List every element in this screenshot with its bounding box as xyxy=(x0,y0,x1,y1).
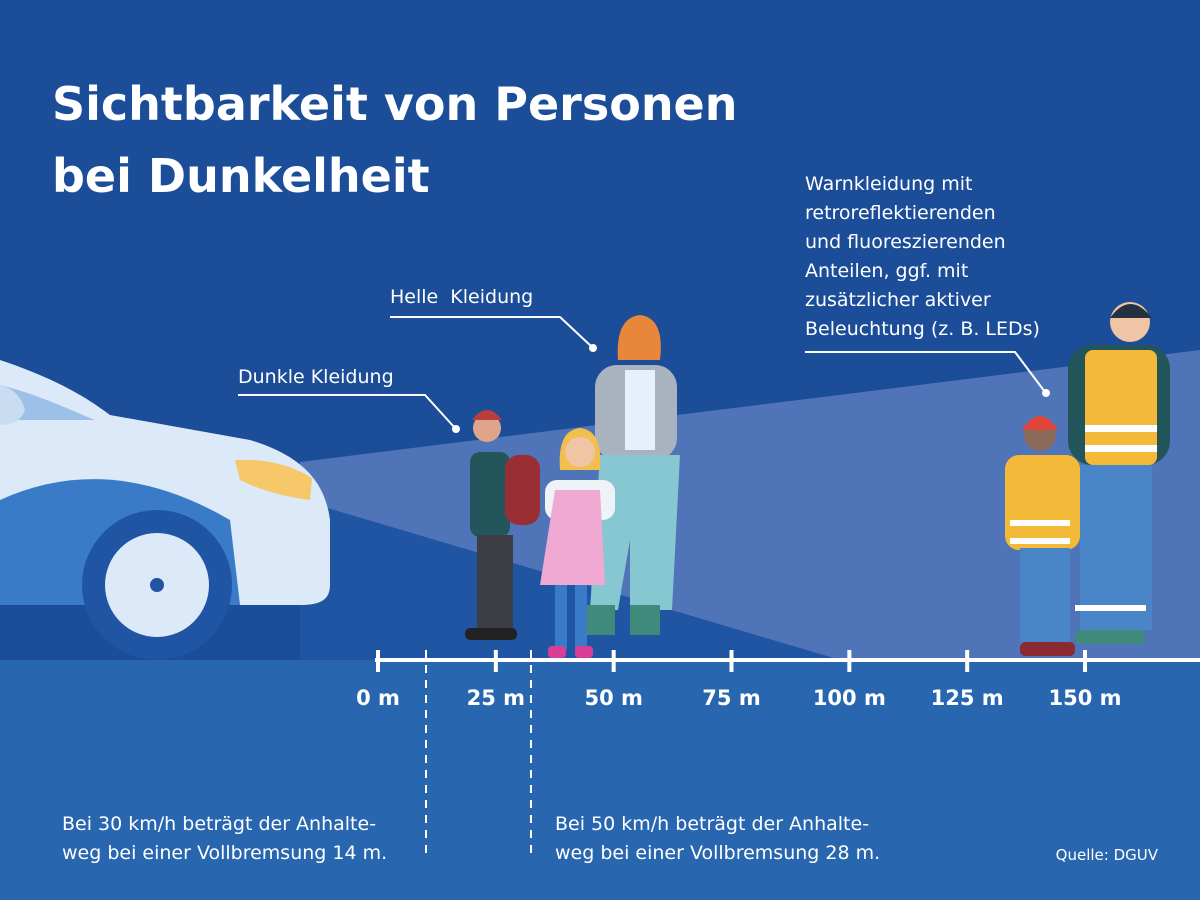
callout-dot xyxy=(1042,389,1050,397)
child-warning-vest xyxy=(1005,416,1080,656)
title-line: bei Dunkelheit xyxy=(52,149,430,203)
tick-label: 125 m xyxy=(931,686,1004,710)
tick-label: 150 m xyxy=(1048,686,1121,710)
callout-label: Beleuchtung (z. B. LEDs) xyxy=(805,318,1040,340)
callout-label: Anteilen, ggf. mit xyxy=(805,260,968,282)
callout-block: Warnkleidung mit retroreflektierenden und … xyxy=(805,173,1040,340)
tick-label: 75 m xyxy=(702,686,760,710)
source: Quelle: DGUV xyxy=(1056,846,1159,864)
note-line: weg bei einer Vollbremsung 14 m. xyxy=(62,842,387,864)
tick-label: 50 m xyxy=(584,686,642,710)
callout-label: und fluoreszierenden xyxy=(805,231,1006,253)
tick-label: 0 m xyxy=(356,686,400,710)
callout-label: Helle Kleidung xyxy=(390,286,533,308)
man-warning-vest xyxy=(1068,302,1170,644)
note-line: weg bei einer Vollbremsung 28 m. xyxy=(555,842,880,864)
callout-label: Warnkleidung mit xyxy=(805,173,972,195)
boy-dark-clothes xyxy=(465,410,540,640)
ground xyxy=(0,660,1200,900)
callout-dot xyxy=(452,425,460,433)
note-line: Bei 50 km/h beträgt der Anhalte- xyxy=(555,813,869,835)
light-beam xyxy=(300,350,1200,660)
callout-line xyxy=(390,316,593,348)
car xyxy=(0,360,330,660)
axis-ticks: 0 m 25 m 50 m 75 m 100 m 125 m 150 m xyxy=(356,650,1122,710)
callout-label: Dunkle Kleidung xyxy=(238,366,394,388)
title-line: Sichtbarkeit von Personen xyxy=(52,77,738,131)
callout-label: zusätzlicher aktiver xyxy=(805,289,991,311)
tick-label: 25 m xyxy=(467,686,525,710)
callout-label: retroreflektierenden xyxy=(805,202,996,224)
callout-line xyxy=(805,351,1046,393)
tick-label: 100 m xyxy=(813,686,886,710)
notes: Bei 30 km/h beträgt der Anhalte-weg bei … xyxy=(62,813,880,864)
note-line: Bei 30 km/h beträgt der Anhalte- xyxy=(62,813,376,835)
callout-line xyxy=(238,394,456,429)
girl-light-clothes xyxy=(540,428,615,658)
callout-dot xyxy=(589,344,597,352)
